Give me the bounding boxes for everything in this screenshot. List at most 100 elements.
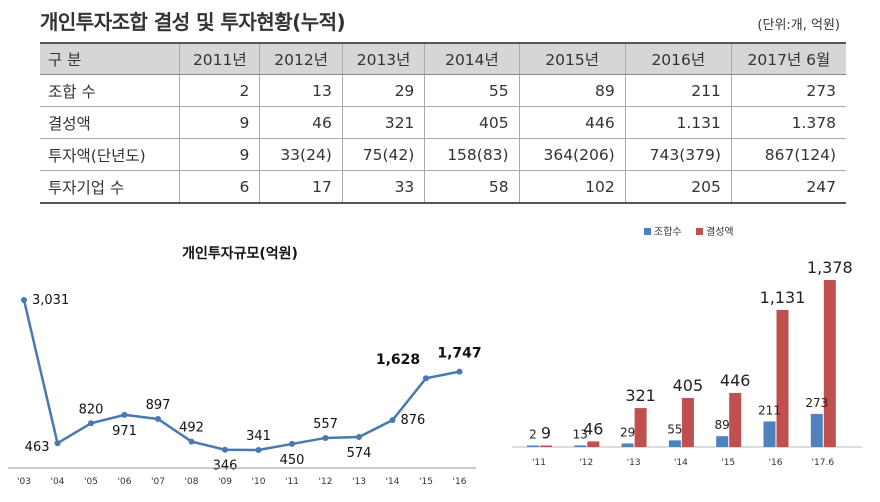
- x-tick-label: '13: [352, 477, 366, 487]
- table-cell: 247: [730, 170, 846, 203]
- table-cell: 17: [259, 170, 343, 203]
- table-row: 투자기업 수 6 17 33 58 102 205 247: [40, 170, 846, 203]
- x-tick-label: '06: [118, 477, 132, 487]
- bar-series-2: [587, 441, 600, 447]
- table-cell: 58: [424, 170, 520, 203]
- x-tick-label: '15: [721, 458, 735, 468]
- line-point: [222, 446, 228, 453]
- table-row: 결성액 9 46 321 405 446 1.131 1.378: [40, 106, 846, 139]
- table-cell: 1.378: [730, 106, 846, 139]
- x-tick-label: '08: [185, 477, 199, 487]
- bar-chart-legend: 조합수 결성액: [644, 226, 734, 238]
- x-tick-label: '12: [319, 477, 333, 487]
- x-tick-label: '05: [84, 477, 98, 487]
- table-cell: 446: [518, 106, 626, 139]
- table-cell: 405: [424, 106, 520, 139]
- table-cell: 321: [341, 106, 425, 139]
- bar-series-2: [776, 309, 789, 447]
- line-point: [255, 447, 262, 453]
- table-cell: 158(83): [424, 138, 520, 171]
- column-header: 2013년: [341, 43, 425, 75]
- bar-series-1: [621, 443, 634, 447]
- data-label: 820: [79, 402, 104, 417]
- bar-series-2: [823, 280, 836, 447]
- table-cell: 273: [730, 74, 846, 107]
- table-row: 조합 수 2 13 29 55 89 211 273: [40, 74, 846, 107]
- table-cell: 867(124): [730, 138, 846, 171]
- data-label: 1,628: [376, 352, 420, 368]
- table-cell: 33: [341, 170, 425, 203]
- bar-label-series-1: 13: [573, 427, 588, 441]
- line-point: [88, 420, 94, 427]
- line-point: [322, 434, 329, 441]
- row-label: 조합 수: [40, 74, 180, 107]
- bar-label-series-2: 1,131: [760, 288, 806, 307]
- data-label: 1,747: [437, 346, 481, 362]
- table-cell: 9: [179, 106, 260, 139]
- column-header: 2014년: [424, 43, 520, 75]
- column-header: 2016년: [624, 43, 732, 75]
- table-cell: 13: [259, 74, 343, 107]
- legend-swatch-series-1: [644, 228, 651, 235]
- table-cell: 364(206): [518, 138, 626, 171]
- data-label: 346: [213, 459, 238, 474]
- bar-label-series-2: 46: [583, 419, 603, 438]
- page-title: 개인투자조합 결성 및 투자현황(누적): [40, 10, 346, 34]
- data-label: 557: [313, 417, 338, 432]
- line-chart-title: 개인투자규모(억원): [182, 245, 298, 262]
- bar-series-2: [729, 392, 742, 447]
- bar-label-series-2: 321: [625, 386, 656, 405]
- bar-series-1: [668, 440, 681, 447]
- bar-label-series-1: 2: [529, 428, 537, 442]
- bar-label-series-1: 89: [715, 418, 730, 432]
- column-header: 구 분: [40, 43, 180, 75]
- table-cell: 89: [518, 74, 626, 107]
- row-label: 투자기업 수: [48, 178, 125, 197]
- x-tick-label: '03: [17, 477, 31, 487]
- line-series: [22, 299, 460, 452]
- x-tick-label: '11: [285, 477, 299, 487]
- table-header-row: 구 분 2011년 2012년 2013년 2014년 2015년 2016년 …: [40, 43, 846, 75]
- column-header: 2011년: [179, 43, 260, 75]
- data-label: 574: [347, 446, 372, 461]
- table-cell: 1.131: [624, 106, 732, 139]
- bar-series-1: [716, 436, 729, 447]
- legend-swatch-series-2: [696, 228, 703, 235]
- bar-series-1: [763, 421, 776, 447]
- bar-label-series-1: 273: [805, 396, 828, 410]
- data-label: 341: [246, 429, 271, 444]
- x-tick-label: '10: [252, 477, 266, 487]
- x-tick-label: '15: [419, 477, 433, 487]
- line-point: [423, 375, 429, 382]
- data-label: 492: [179, 421, 204, 436]
- bar-label-series-2: 446: [720, 371, 751, 390]
- bar-series-1: [574, 445, 587, 447]
- table-cell: 743(379): [624, 138, 732, 171]
- line-point: [121, 411, 128, 418]
- x-tick-label: '16: [769, 458, 783, 468]
- x-tick-label: '09: [218, 477, 232, 487]
- data-label: 3,031: [32, 293, 69, 308]
- table-cell: 6: [179, 170, 260, 203]
- bar-series-2: [540, 445, 552, 447]
- table-cell: 2: [179, 74, 260, 107]
- bar-label-series-2: 1,378: [807, 258, 853, 277]
- bar-label-series-1: 29: [620, 425, 635, 439]
- line-point: [54, 440, 61, 447]
- bar-series-1: [527, 445, 539, 447]
- line-chart: 개인투자규모(억원) 3,031 463 820 971 897 492 346 341 450…: [8, 245, 482, 487]
- x-tick-label: '04: [51, 477, 65, 487]
- table-cell: 102: [518, 170, 626, 203]
- column-header: 2017년 6월: [730, 43, 846, 75]
- column-header: 2015년: [518, 43, 626, 75]
- line-point: [289, 440, 295, 447]
- bar-series-2: [681, 397, 694, 447]
- x-tick-label: '13: [627, 458, 641, 468]
- table-cell: 211: [624, 74, 732, 107]
- bar-label-series-1: 55: [667, 422, 682, 436]
- line-point: [155, 415, 161, 422]
- table-cell: 33(24): [259, 138, 343, 171]
- x-tick-label: '07: [151, 477, 165, 487]
- bar-label-series-2: 405: [673, 376, 704, 395]
